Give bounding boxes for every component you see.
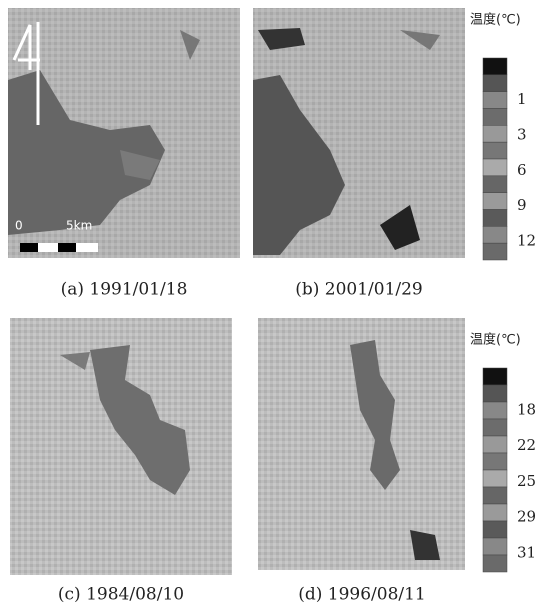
caption: (a) 1991/01/18 xyxy=(61,280,188,300)
legend-swatch xyxy=(483,470,507,487)
legend-label: 25 xyxy=(517,472,536,490)
legend-swatch xyxy=(483,402,507,419)
legend-swatch xyxy=(483,159,507,176)
map-b xyxy=(253,8,465,258)
legend-swatch xyxy=(483,538,507,555)
legend-swatch xyxy=(483,176,507,193)
caption: (c) 1984/08/10 xyxy=(58,585,184,605)
legend-swatch xyxy=(483,521,507,538)
legend-label: 3 xyxy=(517,125,527,143)
legend-label: 1 xyxy=(517,90,527,108)
legend-label: 6 xyxy=(517,161,527,179)
caption: (d) 1996/08/11 xyxy=(298,585,426,605)
legend-swatch xyxy=(483,226,507,243)
legend-label: 9 xyxy=(517,196,527,214)
legend-title: 温度(℃) xyxy=(470,12,521,28)
legend-swatch xyxy=(483,419,507,436)
legend-swatch xyxy=(483,109,507,126)
map-c xyxy=(10,318,232,575)
scale-start: 0 xyxy=(15,219,23,233)
legend-swatch xyxy=(483,504,507,521)
legend-swatch xyxy=(483,75,507,92)
legend-label: 31 xyxy=(517,543,536,561)
legend-swatch xyxy=(483,243,507,260)
legend-swatch xyxy=(483,436,507,453)
legend-swatch xyxy=(483,368,507,385)
map-a: 0 5km xyxy=(8,8,240,258)
legend-title: 温度(℃) xyxy=(470,332,521,348)
legend-swatch xyxy=(483,193,507,210)
scale-end: 5km xyxy=(66,219,92,233)
legend-label: 22 xyxy=(517,436,536,454)
figure: 0 5km (a) 1991/01/18 (b) 2001/01/29 (c) … xyxy=(0,0,544,606)
legend-swatch xyxy=(483,210,507,227)
legend-label: 12 xyxy=(517,231,536,249)
legend-swatch xyxy=(483,555,507,572)
legend-swatch xyxy=(483,125,507,142)
legend-swatch xyxy=(483,453,507,470)
legend-label: 18 xyxy=(517,401,536,419)
caption: (b) 2001/01/29 xyxy=(295,280,423,300)
page: {"panels": [ {"caption": "(a) 1991/01/18… xyxy=(0,0,544,606)
legend-label: 29 xyxy=(517,508,536,526)
legend-swatch xyxy=(483,487,507,504)
legend-swatch xyxy=(483,92,507,109)
map-d xyxy=(258,318,465,570)
legend-swatch xyxy=(483,58,507,75)
legend-swatch xyxy=(483,385,507,402)
legend-swatch xyxy=(483,142,507,159)
